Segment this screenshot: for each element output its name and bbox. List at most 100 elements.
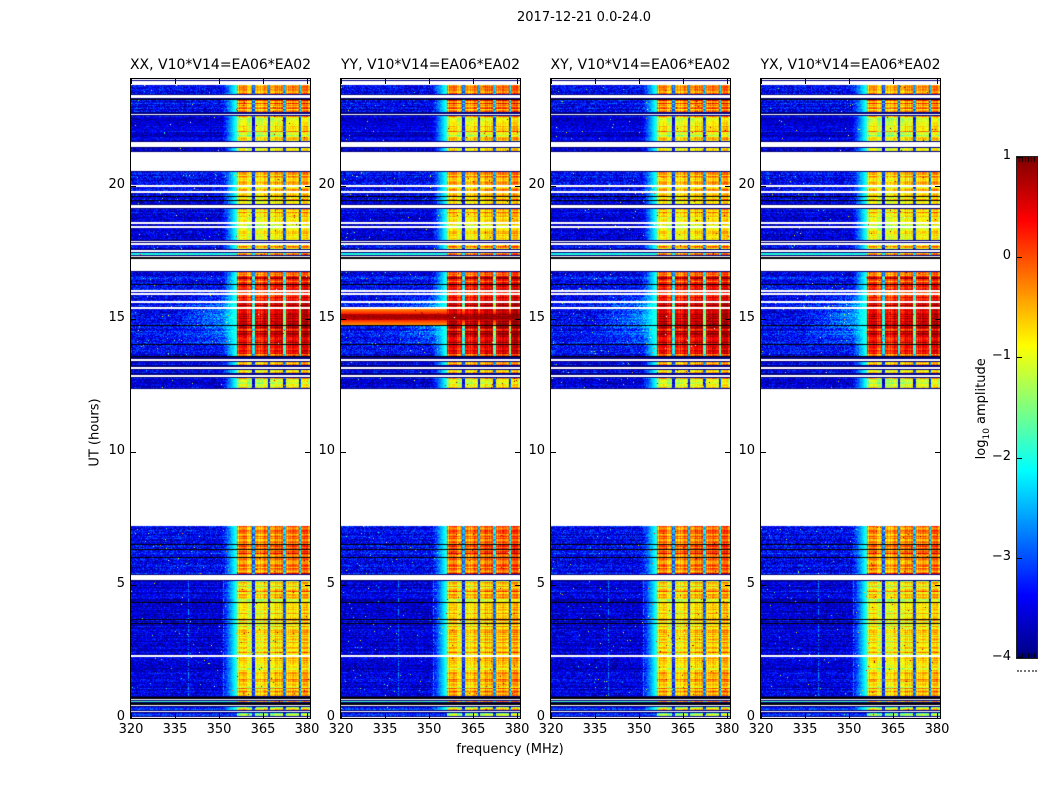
y-tick-label: 5 [536,576,545,591]
tick-mark [639,713,640,718]
y-tick-label: 20 [108,177,125,192]
tick-mark [305,452,310,453]
tick-mark [551,79,552,84]
tick-mark [683,79,684,84]
tick-mark [341,319,346,320]
x-tick-label: 365 [880,722,906,737]
y-tick-label: 5 [116,576,125,591]
tick-mark [175,713,176,718]
tick-mark [429,713,430,718]
x-tick-label: 335 [582,722,608,737]
tick-mark [595,79,596,84]
tick-mark [935,319,940,320]
x-tick-label: 335 [792,722,818,737]
tick-mark [341,79,342,84]
y-tick-label: 20 [318,177,335,192]
colorbar-label-rest: amplitude [974,358,990,429]
tick-mark [515,718,520,719]
tick-mark [1017,558,1022,559]
tick-mark [341,713,342,718]
tick-mark [761,585,766,586]
x-tick-label: 350 [206,722,232,737]
tick-mark [473,713,474,718]
figure-title: 2017-12-21 0.0-24.0 [517,10,651,25]
tick-mark [131,585,136,586]
x-tick-label: 365 [670,722,696,737]
tick-mark [849,79,850,84]
tick-mark [307,713,308,718]
tick-mark [131,79,132,84]
y-tick-label: 0 [536,709,545,724]
tick-mark [761,319,766,320]
tick-mark [175,79,176,84]
tick-mark [727,79,728,84]
tick-mark [305,319,310,320]
colorbar-tick-label: −1 [991,348,1011,363]
tick-mark [515,186,520,187]
y-tick-label: 10 [318,443,335,458]
panel-title-xx: XX, V10*V14=EA06*EA02 [129,57,312,73]
spectrogram-canvas-yy [341,79,520,718]
colorbar-extend-dots [1017,670,1037,672]
tick-mark [515,319,520,320]
x-tick-label: 320 [118,722,144,737]
tick-mark [341,718,346,719]
tick-mark [131,718,136,719]
panel-title-yy: YY, V10*V14=EA06*EA02 [341,57,520,73]
tick-mark [551,585,556,586]
x-tick-label: 365 [250,722,276,737]
x-tick-label: 320 [328,722,354,737]
tick-mark [551,452,556,453]
tick-mark [1017,157,1022,158]
x-tick-label: 350 [416,722,442,737]
tick-mark [935,452,940,453]
colorbar-tick-label: −2 [991,449,1011,464]
tick-mark [473,79,474,84]
colorbar-tick-label: −3 [991,549,1011,564]
tick-mark [761,718,766,719]
tick-mark [219,79,220,84]
tick-mark [937,79,938,84]
x-tick-label: 380 [504,722,530,737]
tick-mark [805,713,806,718]
tick-mark [517,79,518,84]
tick-mark [219,713,220,718]
y-tick-label: 15 [528,310,545,325]
colorbar-tick-label: 0 [1002,248,1011,263]
panel-title-xy: XY, V10*V14=EA06*EA02 [550,57,731,73]
y-tick-label: 10 [738,443,755,458]
spectrogram-canvas-xy [551,79,730,718]
tick-mark [385,713,386,718]
tick-mark [725,718,730,719]
tick-mark [551,186,556,187]
tick-mark [937,713,938,718]
tick-mark [305,186,310,187]
x-tick-label: 335 [372,722,398,737]
tick-mark [935,718,940,719]
tick-mark [761,79,762,84]
tick-mark [1017,257,1022,258]
x-tick-label: 320 [748,722,774,737]
tick-mark [263,79,264,84]
colorbar-tick-label: −4 [991,649,1011,664]
y-tick-label: 15 [108,310,125,325]
y-axis-label: UT (hours) [87,398,103,467]
x-axis-label: frequency (MHz) [456,742,564,757]
tick-mark [385,79,386,84]
tick-mark [307,79,308,84]
tick-mark [429,79,430,84]
x-tick-label: 380 [714,722,740,737]
tick-mark [935,585,940,586]
tick-mark [725,452,730,453]
spectrogram-canvas-xx [131,79,310,718]
y-tick-label: 5 [326,576,335,591]
tick-mark [341,452,346,453]
tick-mark [517,713,518,718]
y-tick-label: 5 [746,576,755,591]
tick-mark [639,79,640,84]
colorbar-label-sub: 10 [981,428,992,440]
tick-mark [263,713,264,718]
x-tick-label: 350 [836,722,862,737]
tick-mark [725,186,730,187]
